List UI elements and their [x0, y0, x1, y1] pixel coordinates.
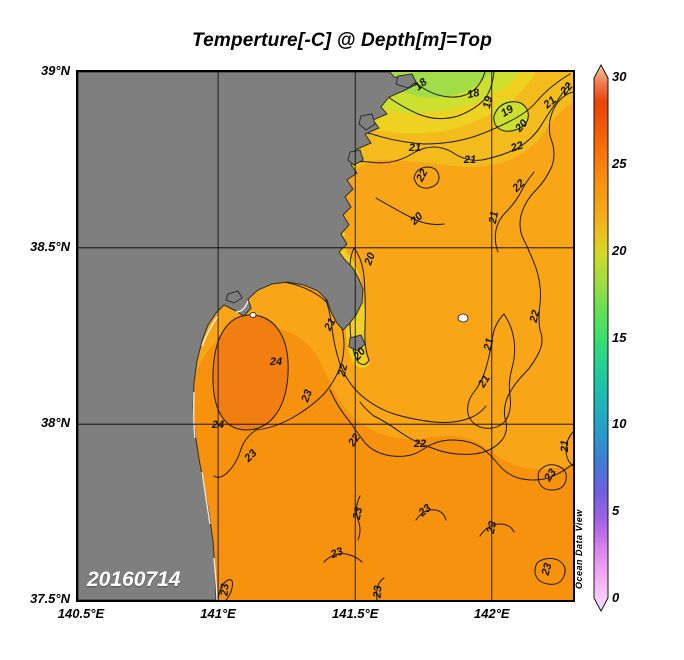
contour-label: 21 — [487, 210, 501, 225]
white-islet — [457, 313, 469, 323]
contour-label: 23 — [351, 506, 365, 521]
colorbar — [593, 64, 609, 612]
lat-tick-label: 38°N — [40, 415, 70, 431]
colorbar-tick-label: 30 — [612, 69, 627, 84]
sea-pocket-22 — [414, 167, 440, 189]
contour-label: 22 — [336, 363, 351, 379]
contour-label: 24 — [269, 356, 282, 368]
land-mass — [78, 72, 416, 600]
colorbar-tick-label: 25 — [612, 155, 627, 171]
contour-label: 21 — [463, 154, 476, 166]
date-label: 20160714 — [87, 568, 181, 591]
contour-label: 21 — [322, 316, 339, 333]
lon-tick-label: 140.5°E — [57, 606, 105, 621]
gridlines — [78, 72, 573, 600]
contour-label: 21 — [476, 373, 493, 391]
colorbar-tick-label: 15 — [612, 329, 627, 345]
colorbar-tick-label: 0 — [612, 590, 620, 605]
lon-tick-label: 141°E — [200, 606, 236, 621]
lat-tick-label: 37.5°N — [30, 591, 70, 606]
contour-label: 23 — [299, 388, 315, 405]
colorbar-tick-label: 20 — [612, 242, 627, 258]
contour-label: 21 — [482, 337, 497, 353]
contour-label: 20 — [362, 250, 378, 267]
contour-label: 23 — [218, 583, 231, 597]
contour-label: 22 — [413, 438, 426, 450]
contour-label: 23 — [539, 562, 554, 578]
contour-label: 18 — [466, 87, 481, 101]
contour-label: 21 — [408, 142, 421, 154]
lat-tick-label: 39°N — [40, 63, 70, 78]
colorbar-bar — [593, 64, 609, 612]
islands — [225, 73, 417, 352]
contour-label: 21 — [559, 440, 571, 453]
lat-tick-label: 38.5°N — [30, 238, 70, 254]
contour-label: 22 — [508, 140, 524, 156]
contour-label: 23 — [485, 520, 499, 535]
colorbar-credit: Ocean Data View — [574, 509, 584, 589]
plot-title: Temperture[-C] @ Depth[m]=Top — [192, 30, 492, 51]
contour-label: 23 — [371, 585, 384, 599]
sea-pocket-19 — [492, 100, 528, 132]
white-islet-small — [249, 312, 257, 318]
lon-tick-label: 141.5°E — [331, 606, 379, 621]
sea-region-24 — [212, 315, 289, 430]
colorbar-tick-label: 10 — [612, 416, 627, 432]
map-plot-area: 18 18 19 22 21 19 20 21 22 21 22 22 21 20 20 21 20 22 24 23… — [76, 70, 575, 602]
contour-label: 22 — [414, 167, 431, 184]
contour-label: 24 — [211, 419, 224, 431]
contour-label: 19 — [481, 94, 495, 109]
lon-tick-label: 142°E — [474, 606, 510, 621]
contour-label: 23 — [328, 545, 345, 561]
coast-highlight — [193, 300, 249, 600]
colorbar-tick-label: 5 — [612, 503, 620, 519]
contour-label: 22 — [528, 309, 543, 325]
contour-lines — [212, 72, 573, 600]
